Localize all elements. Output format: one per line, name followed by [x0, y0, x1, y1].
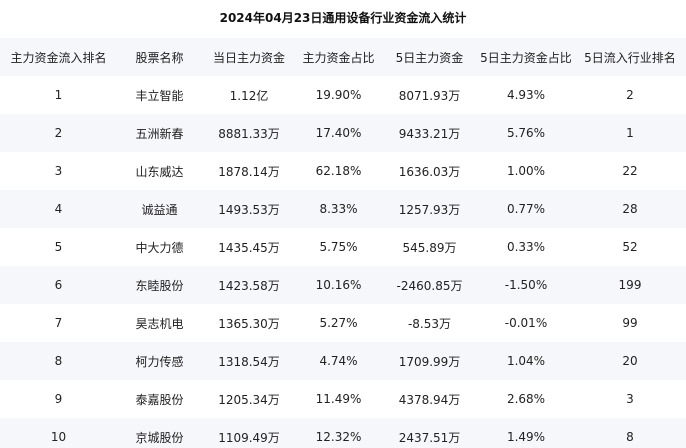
cell-5day-main-fund-ratio: 1.04%: [506, 354, 546, 368]
header-rank: 主力资金流入排名: [10, 50, 107, 65]
cell-5day-main-fund: 1709.99万: [398, 354, 461, 369]
cell-5day-main-fund: 4378.94万: [398, 392, 461, 407]
cell-stock-name: 五洲新春: [135, 126, 184, 141]
cell-daily-main-fund: 1109.49万: [218, 430, 280, 445]
table-row: 10 京城股份 1109.49万 12.32% 2437.51万 1.49% 8: [0, 418, 686, 448]
cell-5day-industry-rank: 99: [622, 316, 638, 330]
cell-stock-name: 东睦股份: [135, 278, 184, 293]
cell-rank: 1: [54, 88, 63, 102]
cell-main-fund-ratio: 12.32%: [315, 430, 362, 444]
header-5day-main-fund-ratio: 5日主力资金占比: [480, 50, 572, 65]
header-row: 主力资金流入排名 股票名称 当日主力资金 主力资金占比 5日主力资金 5日主力资…: [0, 38, 686, 76]
cell-daily-main-fund: 1493.53万: [218, 202, 280, 217]
cell-5day-main-fund: 8071.93万: [398, 88, 461, 103]
table-body: 1 丰立智能 1.12亿 19.90% 8071.93万 4.93% 2 2 五洲新春 8881.…: [0, 76, 686, 448]
cell-stock-name: 京城股份: [135, 430, 184, 445]
cell-5day-industry-rank: 20: [622, 354, 638, 368]
cell-stock-name: 柯力传感: [135, 354, 184, 369]
table-header: 主力资金流入排名 股票名称 当日主力资金 主力资金占比 5日主力资金 5日主力资…: [0, 38, 686, 76]
cell-5day-industry-rank: 2: [626, 88, 634, 102]
table-row: 4 诚益通 1493.53万 8.33% 1257.93万 0.77% 28: [0, 190, 686, 228]
cell-stock-name: 泰嘉股份: [135, 392, 184, 407]
cell-stock-name: 昊志机电: [135, 316, 184, 331]
cell-rank: 7: [54, 316, 63, 330]
cell-stock-name: 丰立智能: [135, 88, 184, 103]
page-title: 2024年04月23日通用设备行业资金流入统计: [219, 11, 467, 25]
cell-daily-main-fund: 1205.34万: [218, 392, 280, 407]
table-row: 7 昊志机电 1365.30万 5.27% -8.53万 -0.01% 99: [0, 304, 686, 342]
table-row: 5 中大力德 1435.45万 5.75% 545.89万 0.33% 52: [0, 228, 686, 266]
header-main-fund-ratio: 主力资金占比: [302, 50, 375, 65]
header-stock-name: 股票名称: [135, 50, 184, 65]
cell-daily-main-fund: 1318.54万: [218, 354, 280, 369]
cell-5day-main-fund: 9433.21万: [398, 126, 461, 141]
cell-main-fund-ratio: 8.33%: [319, 202, 358, 216]
cell-5day-main-fund: 545.89万: [402, 240, 457, 255]
cell-5day-main-fund-ratio: -1.50%: [504, 278, 548, 292]
cell-daily-main-fund: 1878.14万: [218, 164, 280, 179]
cell-5day-main-fund: -2460.85万: [396, 278, 463, 293]
table-row: 6 东睦股份 1423.58万 10.16% -2460.85万 -1.50% 199: [0, 266, 686, 304]
cell-main-fund-ratio: 19.90%: [315, 88, 362, 102]
cell-stock-name: 山东威达: [135, 164, 184, 179]
table-row: 3 山东威达 1878.14万 62.18% 1636.03万 1.00% 22: [0, 152, 686, 190]
table-row: 2 五洲新春 8881.33万 17.40% 9433.21万 5.76% 1: [0, 114, 686, 152]
cell-daily-main-fund: 1.12亿: [229, 88, 269, 103]
cell-rank: 10: [50, 430, 67, 444]
cell-rank: 8: [54, 354, 63, 368]
cell-5day-industry-rank: 1: [626, 126, 634, 140]
cell-5day-industry-rank: 3: [626, 392, 634, 406]
cell-5day-industry-rank: 28: [622, 202, 638, 216]
cell-daily-main-fund: 1423.58万: [218, 278, 280, 293]
cell-main-fund-ratio: 11.49%: [315, 392, 362, 406]
table-row: 9 泰嘉股份 1205.34万 11.49% 4378.94万 2.68% 3: [0, 380, 686, 418]
cell-5day-industry-rank: 199: [618, 278, 642, 292]
cell-5day-main-fund-ratio: 4.93%: [506, 88, 546, 102]
cell-rank: 4: [54, 202, 63, 216]
cell-5day-main-fund-ratio: 5.76%: [506, 126, 546, 140]
cell-stock-name: 中大力德: [135, 240, 184, 255]
cell-5day-main-fund: 1257.93万: [398, 202, 461, 217]
cell-5day-industry-rank: 52: [622, 240, 638, 254]
cell-5day-industry-rank: 8: [626, 430, 634, 444]
cell-5day-main-fund-ratio: 0.33%: [506, 240, 546, 254]
cell-main-fund-ratio: 10.16%: [315, 278, 362, 292]
cell-5day-main-fund-ratio: 0.77%: [506, 202, 546, 216]
cell-main-fund-ratio: 5.75%: [319, 240, 358, 254]
cell-rank: 2: [54, 126, 63, 140]
cell-5day-industry-rank: 22: [622, 164, 638, 178]
table-row: 8 柯力传感 1318.54万 4.74% 1709.99万 1.04% 20: [0, 342, 686, 380]
cell-main-fund-ratio: 62.18%: [315, 164, 362, 178]
cell-rank: 9: [54, 392, 63, 406]
cell-daily-main-fund: 1435.45万: [218, 240, 280, 255]
cell-rank: 6: [54, 278, 63, 292]
table-row: 1 丰立智能 1.12亿 19.90% 8071.93万 4.93% 2: [0, 76, 686, 114]
cell-5day-main-fund: 1636.03万: [398, 164, 461, 179]
cell-daily-main-fund: 8881.33万: [218, 126, 280, 141]
cell-stock-name: 诚益通: [141, 202, 178, 217]
cell-main-fund-ratio: 4.74%: [319, 354, 358, 368]
cell-5day-main-fund-ratio: -0.01%: [504, 316, 548, 330]
header-5day-industry-rank: 5日流入行业排名: [584, 50, 676, 65]
cell-main-fund-ratio: 17.40%: [315, 126, 362, 140]
cell-5day-main-fund-ratio: 1.49%: [506, 430, 546, 444]
cell-daily-main-fund: 1365.30万: [218, 316, 280, 331]
cell-main-fund-ratio: 5.27%: [319, 316, 358, 330]
header-5day-main-fund: 5日主力资金: [395, 50, 464, 65]
cell-5day-main-fund: 2437.51万: [398, 430, 461, 445]
cell-5day-main-fund-ratio: 2.68%: [506, 392, 546, 406]
cell-rank: 3: [54, 164, 63, 178]
cell-rank: 5: [54, 240, 63, 254]
cell-5day-main-fund-ratio: 1.00%: [506, 164, 546, 178]
header-daily-main-fund: 当日主力资金: [212, 50, 285, 65]
fund-flow-table: 主力资金流入排名 股票名称 当日主力资金 主力资金占比 5日主力资金 5日主力资…: [0, 38, 686, 448]
cell-5day-main-fund: -8.53万: [407, 316, 452, 331]
